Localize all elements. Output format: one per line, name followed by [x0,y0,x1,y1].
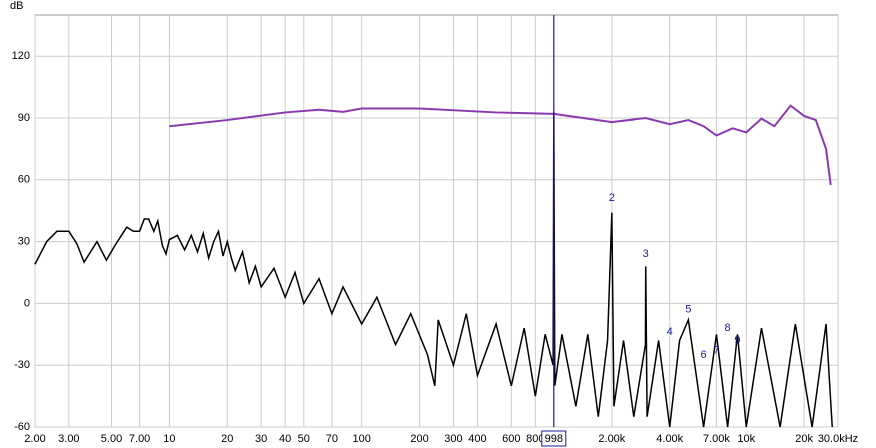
x-tick-label: 600 [502,433,520,445]
harmonic-label: 8 [725,322,731,334]
x-tick-label: 300 [444,433,462,445]
x-tick-label: 70 [326,433,338,445]
x-tick-label: 4.00k [656,433,683,445]
harmonic-label: 4 [667,326,673,338]
x-tick-label: 40 [279,433,291,445]
harmonic-label: 9 [734,334,740,346]
y-tick-label: 30 [18,236,30,248]
series-line [34,111,833,428]
harmonic-label: 6 [701,349,707,361]
x-tick-label: 10k [737,433,755,445]
cursor-label: 998 [545,433,563,445]
harmonic-label: 3 [643,248,649,260]
x-tick-label: 2.00k [598,433,625,445]
x-tick-label: 10 [163,433,175,445]
cursor-box [541,430,567,447]
series-line [169,104,832,186]
y-axis-label: dB [10,0,23,12]
harmonic-label: 5 [685,303,691,315]
x-tick-label: 5.00 [101,433,122,445]
y-tick-label: 60 [18,174,30,186]
y-tick-label: 120 [12,50,30,62]
x-tick-label: 50 [298,433,310,445]
y-tick-label: -60 [14,421,30,433]
x-tick-label: 400 [468,433,486,445]
x-tick-label: 30 [255,433,267,445]
y-tick-label: 90 [18,112,30,124]
x-tick-label: 100 [353,433,371,445]
x-tick-label: 20 [221,433,233,445]
harmonic-label: 2 [609,192,615,204]
x-tick-label: 30.0kHz [818,433,858,445]
x-tick-label: 2.00 [24,433,45,445]
y-tick-label: 0 [24,297,30,309]
harmonic-label: 7 [713,345,719,357]
x-tick-label: 7.00 [129,433,150,445]
x-tick-label: 800 [526,433,544,445]
y-tick-label: -30 [14,359,30,371]
x-tick-label: 7.00k [703,433,730,445]
x-tick-label: 3.00 [58,433,79,445]
x-tick-label: 200 [410,433,428,445]
x-tick-label: 20k [795,433,813,445]
